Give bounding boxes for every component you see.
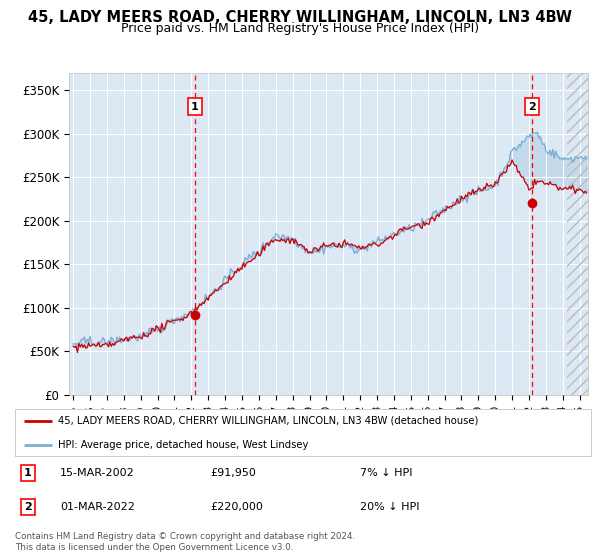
Text: 01-MAR-2022: 01-MAR-2022 [60,502,135,512]
Text: 1: 1 [191,101,199,111]
Text: 2: 2 [528,101,536,111]
Text: Price paid vs. HM Land Registry's House Price Index (HPI): Price paid vs. HM Land Registry's House … [121,22,479,35]
Text: 45, LADY MEERS ROAD, CHERRY WILLINGHAM, LINCOLN, LN3 4BW (detached house): 45, LADY MEERS ROAD, CHERRY WILLINGHAM, … [58,416,479,426]
Text: Contains HM Land Registry data © Crown copyright and database right 2024.
This d: Contains HM Land Registry data © Crown c… [15,532,355,552]
Text: 45, LADY MEERS ROAD, CHERRY WILLINGHAM, LINCOLN, LN3 4BW: 45, LADY MEERS ROAD, CHERRY WILLINGHAM, … [28,10,572,25]
Text: 7% ↓ HPI: 7% ↓ HPI [360,468,413,478]
Text: £220,000: £220,000 [210,502,263,512]
Text: 15-MAR-2002: 15-MAR-2002 [60,468,135,478]
Text: 1: 1 [24,468,32,478]
Text: 20% ↓ HPI: 20% ↓ HPI [360,502,419,512]
Text: 2: 2 [24,502,32,512]
Text: £91,950: £91,950 [210,468,256,478]
Text: HPI: Average price, detached house, West Lindsey: HPI: Average price, detached house, West… [58,440,308,450]
